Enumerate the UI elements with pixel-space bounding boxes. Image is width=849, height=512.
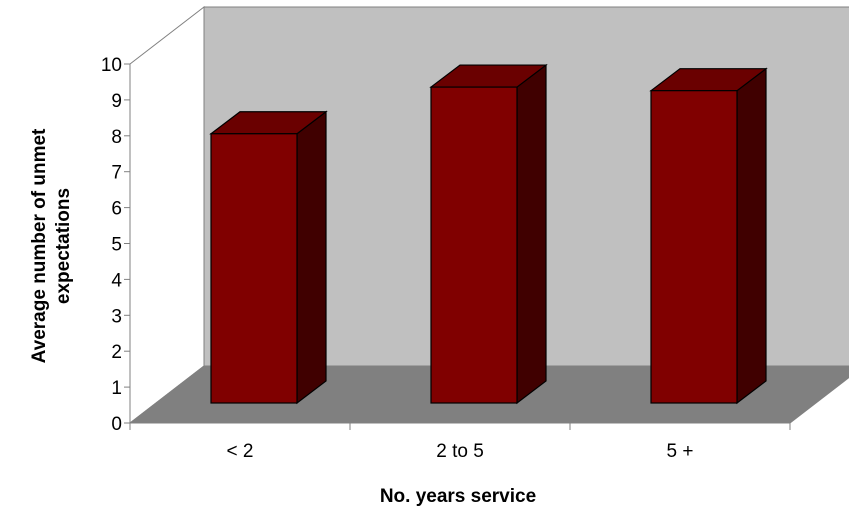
side-wall [129, 5, 205, 425]
y-axis-title-line-2: expectations [53, 188, 74, 304]
bar-side [516, 63, 547, 405]
y-tick-label: 0 [111, 414, 122, 435]
bar-side [296, 110, 327, 405]
y-tick-label: 4 [111, 270, 122, 291]
y-tick-label: 7 [111, 163, 122, 184]
x-axis-title: No. years service [380, 486, 536, 507]
x-tick-label: 2 to 5 [436, 441, 484, 462]
y-tick-label: 3 [111, 306, 122, 327]
y-axis-title-line-1: Average number of unmet [29, 128, 50, 363]
y-tick-label: 1 [111, 378, 122, 399]
bars [209, 63, 768, 405]
y-tick-label: 10 [101, 55, 122, 76]
bar-front [650, 90, 738, 404]
y-tick-label: 5 [111, 235, 122, 256]
y-tick-label: 2 [111, 342, 122, 363]
x-axis: < 2 2 to 5 5 + [129, 422, 791, 462]
bar [209, 110, 328, 405]
y-axis-title: Average number of unmet expectations [29, 128, 74, 363]
x-tick-label: < 2 [227, 441, 254, 462]
y-axis: 0 1 2 3 4 5 6 7 8 9 10 [101, 55, 131, 435]
y-tick-label: 6 [111, 199, 122, 220]
bar [429, 63, 548, 405]
bar-side [736, 67, 767, 405]
y-tick-label: 9 [111, 91, 122, 112]
x-tick-label: 5 + [667, 441, 694, 462]
bar-front [430, 86, 518, 404]
bar [649, 67, 768, 405]
y-tick-label: 8 [111, 127, 122, 148]
bar-front [210, 133, 298, 404]
